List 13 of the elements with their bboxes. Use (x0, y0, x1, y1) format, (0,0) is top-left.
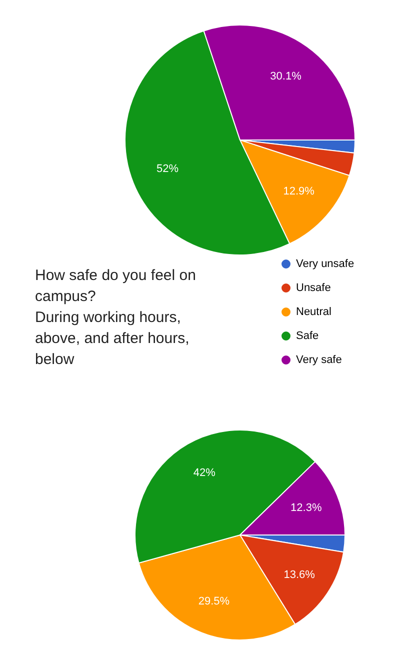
data-label: 30.1% (270, 70, 302, 83)
data-label: 29.5% (198, 595, 230, 608)
legend-label: Unsafe (296, 282, 331, 294)
data-label: 42% (193, 467, 216, 480)
data-label: 13.6% (284, 568, 316, 581)
data-label: 52% (156, 163, 179, 176)
text: How safe do you feel on campus? During working hours, above, and after hours, below (35, 267, 196, 368)
legend-label: Safe (296, 330, 319, 342)
legend-label: Very unsafe (296, 258, 354, 270)
data-label: 12.3% (290, 502, 322, 514)
legend-label: Neutral (296, 306, 332, 318)
legend-label: Very safe (296, 354, 342, 366)
data-label: 12.9% (283, 186, 315, 198)
